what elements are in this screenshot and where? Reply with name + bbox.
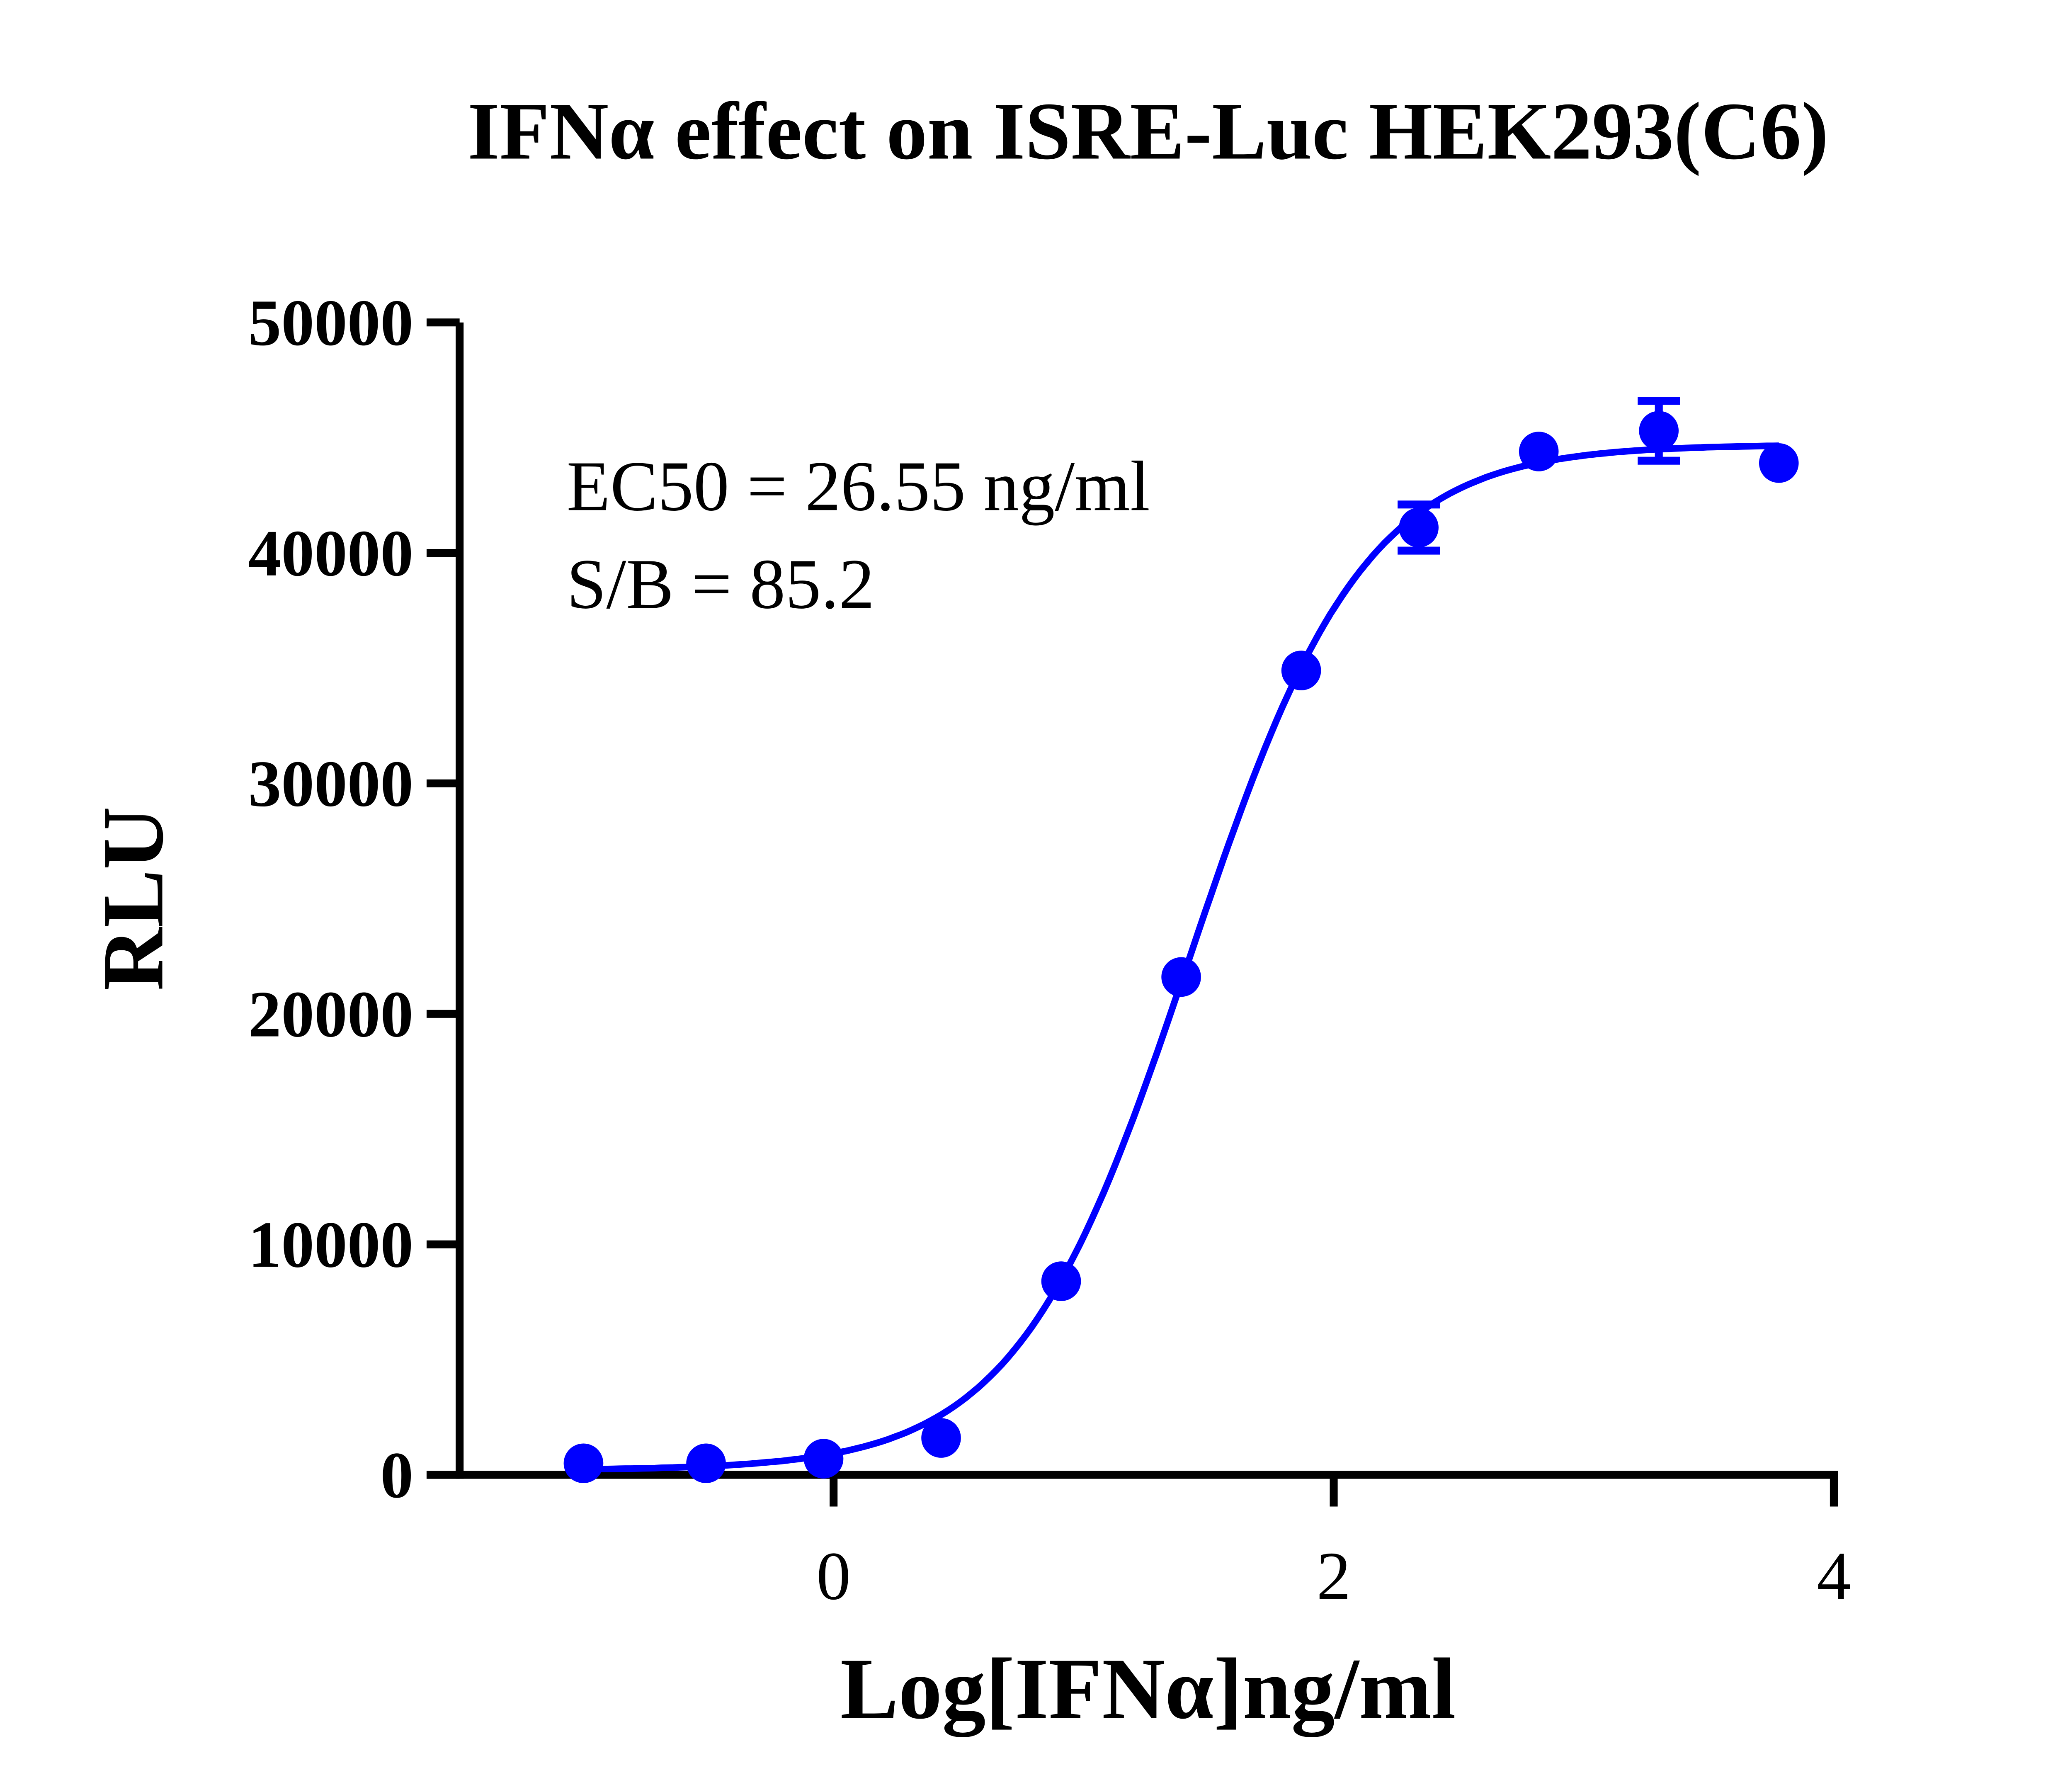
chart-title: IFNα effect on ISRE-Luc HEK293(C6) [468,85,1829,176]
x-tick-label: 4 [1817,1538,1851,1614]
data-point [1639,411,1679,451]
data-point [563,1443,604,1484]
data-point [1161,957,1201,997]
data-point [1759,443,1799,483]
data-points [563,397,1799,1484]
data-point [803,1439,844,1479]
x-tick-label: 0 [816,1538,851,1614]
data-point [1519,432,1559,471]
data-point [1399,507,1439,548]
y-tick-label: 10000 [248,1208,413,1281]
y-tick-label: 0 [380,1439,413,1512]
y-axis-label: RLU [85,806,181,991]
x-axis-label: Log[IFNα]ng/ml [840,1641,1456,1737]
ec50-annotation: EC50 = 26.55 ng/ml [567,447,1150,526]
y-tick-label: 30000 [248,748,413,821]
data-point [921,1418,961,1458]
data-point [686,1443,726,1484]
data-point [1281,651,1321,690]
x-tick-label: 2 [1317,1538,1351,1614]
y-tick-label: 50000 [248,287,413,359]
data-point [1041,1261,1081,1301]
y-tick-label: 40000 [248,517,413,590]
y-tick-label: 20000 [248,978,413,1051]
axes: 0 10000 20000 30000 40000 50000 0 2 4 [248,287,1851,1614]
sb-annotation: S/B = 85.2 [567,545,875,624]
